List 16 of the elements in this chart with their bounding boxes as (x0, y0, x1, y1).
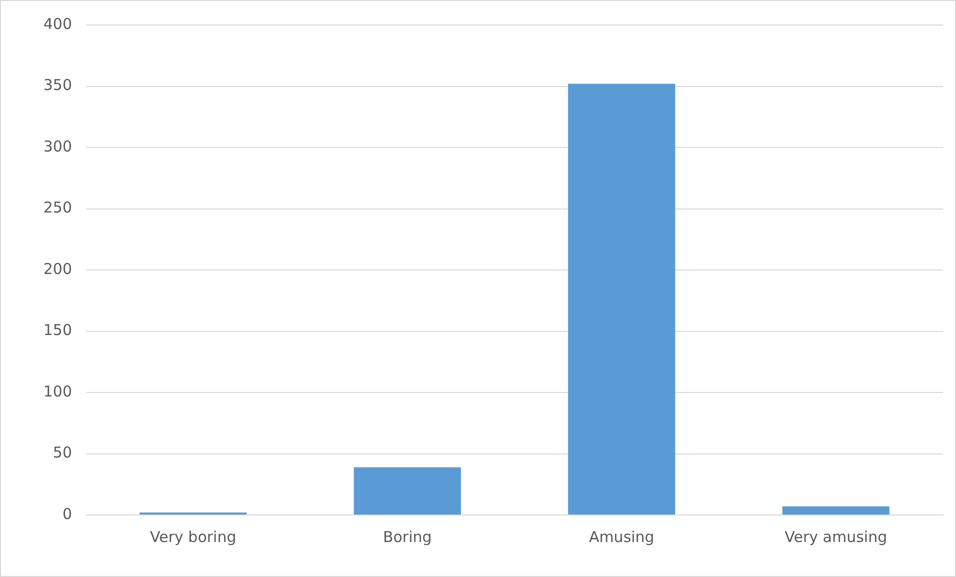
x-tick-label: Amusing (588, 528, 654, 546)
x-tick-label: Very amusing (784, 528, 888, 546)
y-tick-label: 100 (43, 382, 72, 400)
y-tick-label: 0 (62, 504, 72, 523)
y-tick-label: 200 (43, 260, 72, 278)
x-tick-label: Boring (382, 528, 432, 546)
x-tick-label: Very boring (150, 528, 236, 546)
y-tick-label: 150 (43, 321, 72, 340)
y-tick-label: 250 (43, 198, 72, 217)
y-tick-label: 300 (43, 137, 72, 156)
y-tick-label: 400 (43, 14, 72, 33)
y-tick-label: 350 (43, 76, 72, 94)
bar (782, 506, 890, 514)
bar (568, 84, 676, 514)
y-tick-label: 50 (52, 444, 72, 462)
bar (354, 467, 461, 514)
